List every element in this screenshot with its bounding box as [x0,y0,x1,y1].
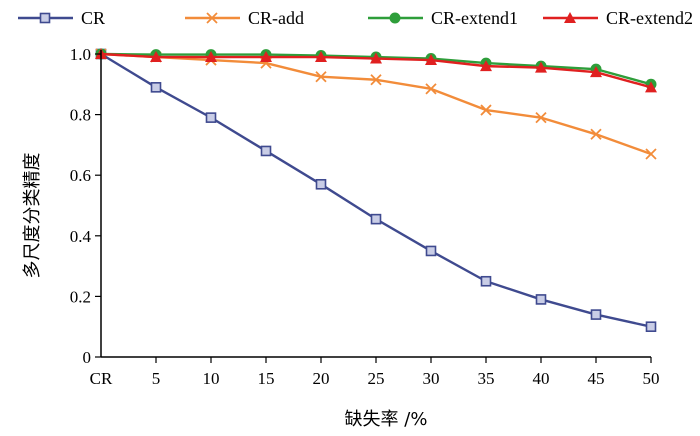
legend-item: CR [18,8,105,28]
series-cr-extend2 [95,48,657,93]
x-axis-title: 缺失率 /% [345,409,428,430]
y-tick-label: 0.8 [70,106,91,125]
legend-item: CR-add [185,8,304,28]
data-point [590,128,602,140]
data-point [480,104,492,116]
data-point-stroke [645,148,657,160]
x-tick-label: 35 [478,369,495,388]
x-tick-label: 30 [423,369,440,388]
y-ticks: 0 0.2 0.4 0.6 0.8 1.0 [70,45,101,367]
data-point [315,178,327,190]
x-tick-label: 50 [643,369,660,388]
data-point [425,245,437,257]
legend: CR CR-add CR-extend1 CR-extend2 [18,8,693,28]
data-point [370,213,382,225]
data-point [260,51,272,63]
data-point [645,148,657,160]
data-point-stroke [370,74,382,86]
data-point [315,51,327,63]
data-point [370,74,382,86]
x-tick-label: 45 [588,369,605,388]
data-point-stroke [480,104,492,116]
x-ticks: CR 5 10 15 20 25 30 35 40 45 50 [90,357,660,388]
legend-label: CR-add [248,8,304,28]
data-point [206,12,218,24]
data-point [425,54,437,66]
data-point [645,321,657,333]
data-point [590,66,602,78]
data-point-stroke [590,128,602,140]
x-tick-label: CR [90,369,113,388]
data-point [205,51,217,63]
series-layer [95,48,657,333]
data-point [535,294,547,305]
data-point [480,60,492,72]
data-point [150,82,162,93]
x-tick-label: 40 [533,369,550,388]
y-tick-label: 0.6 [70,166,91,185]
series-line [100,52,652,328]
legend-label: CR [81,8,105,28]
data-point [315,71,327,83]
series-cr-add [95,48,657,160]
data-point [150,51,162,63]
data-point [370,52,382,64]
data-point-stroke [315,71,327,83]
legend-item: CR-extend2 [543,8,693,28]
y-tick-label: 0.2 [70,287,91,306]
x-tick-label: 5 [152,369,161,388]
x-tick-label: 20 [313,369,330,388]
axes [100,50,651,358]
data-point [425,83,437,95]
legend-item: CR-extend1 [368,8,518,28]
y-tick-label: 0 [83,348,92,367]
y-tick-label: 1.0 [70,45,91,64]
data-point [39,12,51,24]
data-point [389,12,401,24]
data-point [590,309,602,320]
data-point [205,112,217,123]
data-point-stroke [206,12,218,24]
x-tick-label: 15 [258,369,275,388]
legend-label: CR-extend2 [606,8,693,28]
data-point-stroke [425,83,437,95]
data-point [260,145,272,157]
data-point [564,12,576,23]
data-point [480,275,492,287]
x-tick-label: 25 [368,369,385,388]
x-tick-label: 10 [203,369,220,388]
series-cr [95,48,657,333]
data-point [645,81,657,93]
data-point [535,111,547,124]
legend-label: CR-extend1 [431,8,518,28]
y-axis-title: 多尺度分类精度 [22,153,43,279]
data-point [535,61,547,73]
data-point-stroke [535,111,547,124]
y-tick-label: 0.4 [70,227,92,246]
